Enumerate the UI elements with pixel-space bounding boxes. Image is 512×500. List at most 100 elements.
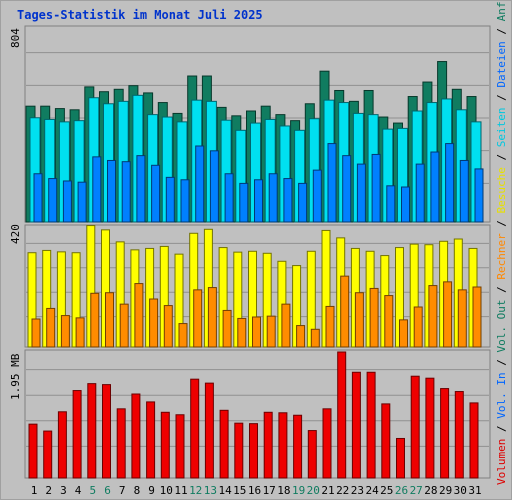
bar-vol-out-30 [454,391,464,479]
x-tick-21: 21 [321,484,334,497]
bar-seiten-8 [136,155,146,223]
bar-vol-out-28 [425,377,435,479]
bar-seiten-3 [62,180,72,223]
x-tick-4: 4 [75,484,82,497]
bar-vol-out-7 [116,408,126,479]
bar-seiten-15 [239,182,249,223]
bar-vol-out-5 [87,383,97,479]
bar-vol-out-18 [278,412,288,479]
bar-rechner-26 [399,319,408,348]
bar-vol-out-3 [57,411,67,479]
legend-seiten: Seiten [495,107,508,147]
x-tick-13: 13 [204,484,217,497]
bar-seiten-21 [327,143,337,223]
bar-rechner-8 [134,283,144,348]
bar-vol-out-19 [293,414,303,479]
bar-rechner-2 [46,307,56,348]
bar-seiten-1 [33,173,43,223]
middle-ymax-label: 420 [9,224,22,244]
x-tick-30: 30 [454,484,467,497]
bar-rechner-27 [413,306,423,348]
x-tick-12: 12 [189,484,202,497]
legend-anfragen: Anfragen [495,0,508,21]
bar-vol-out-11 [175,414,185,479]
right-axis-legend: Volumen / Vol. In / Vol. Out / Rechner /… [495,0,508,485]
bar-rechner-18 [281,303,291,348]
x-tick-29: 29 [439,484,452,497]
x-tick-26: 26 [395,484,408,497]
bar-vol-out-24 [366,371,376,479]
bar-rechner-19 [296,325,306,348]
bar-rechner-7 [119,303,129,348]
x-tick-28: 28 [424,484,437,497]
x-tick-11: 11 [174,484,187,497]
x-tick-7: 7 [119,484,126,497]
x-tick-5: 5 [89,484,96,497]
bar-rechner-10 [163,305,173,348]
bar-seiten-28 [430,151,440,223]
x-tick-10: 10 [160,484,173,497]
bar-seiten-12 [195,145,205,223]
x-tick-6: 6 [104,484,111,497]
x-tick-22: 22 [336,484,349,497]
bar-vol-out-1 [28,423,38,479]
bar-vol-out-20 [307,430,317,479]
bar-seiten-18 [283,178,293,223]
bar-seiten-31 [474,168,484,223]
top-ymax-label: 804 [9,28,22,48]
legend-besuche: Besuche [495,167,508,213]
bar-seiten-7 [121,161,131,223]
x-tick-8: 8 [134,484,141,497]
bar-rechner-17 [266,315,276,348]
bar-seiten-14 [224,173,234,223]
legend-rechner: Rechner [495,233,508,280]
x-tick-labels: 1 2 3 4 5 6 7 8 9 10 11 12 13 14 15 16 17 18 19 20 21 22 23 24 2… [31,484,482,497]
x-tick-2: 2 [45,484,52,497]
bar-seiten-30 [459,159,469,223]
bar-vol-out-10 [160,411,170,479]
bar-vol-out-16 [249,423,258,479]
bar-seiten-27 [415,163,425,223]
bar-vol-out-2 [43,430,53,479]
x-tick-19: 19 [292,484,305,497]
bar-rechner-22 [340,275,350,348]
bar-vol-out-23 [351,371,361,479]
x-tick-14: 14 [218,484,232,497]
bar-rechner-4 [75,317,85,348]
x-tick-24: 24 [365,484,379,497]
bar-rechner-12 [193,289,203,348]
bar-rechner-9 [149,298,159,348]
bar-seiten-22 [342,155,352,223]
legend-vol-in: Vol. In [495,372,508,418]
x-tick-27: 27 [410,484,423,497]
x-tick-9: 9 [148,484,155,497]
bar-rechner-6 [105,292,114,348]
x-tick-31: 31 [468,484,481,497]
bar-rechner-5 [90,292,100,348]
bar-vol-out-27 [410,375,420,479]
bar-seiten-25 [386,185,396,223]
bar-vol-out-13 [204,382,214,479]
x-tick-25: 25 [380,484,393,497]
bar-seiten-9 [151,164,161,223]
bar-seiten-19 [298,182,308,223]
chart-title: Tages-Statistik im Monat Juli 2025 [17,8,263,22]
x-tick-16: 16 [248,484,261,497]
bar-rechner-13 [207,287,217,348]
bar-seiten-23 [356,163,366,223]
bar-seiten-4 [77,181,87,223]
bar-rechner-3 [60,315,70,348]
bar-vol-out-6 [102,384,111,479]
bar-seiten-29 [445,143,455,223]
bar-rechner-14 [222,309,232,348]
bar-seiten-20 [312,169,322,223]
bar-seiten-6 [107,159,116,223]
bar-rechner-28 [428,285,438,348]
bar-rechner-23 [354,292,364,348]
bar-vol-out-15 [234,422,244,479]
x-tick-15: 15 [233,484,246,497]
bar-vol-out-25 [381,403,391,479]
x-tick-3: 3 [60,484,67,497]
x-tick-23: 23 [351,484,364,497]
